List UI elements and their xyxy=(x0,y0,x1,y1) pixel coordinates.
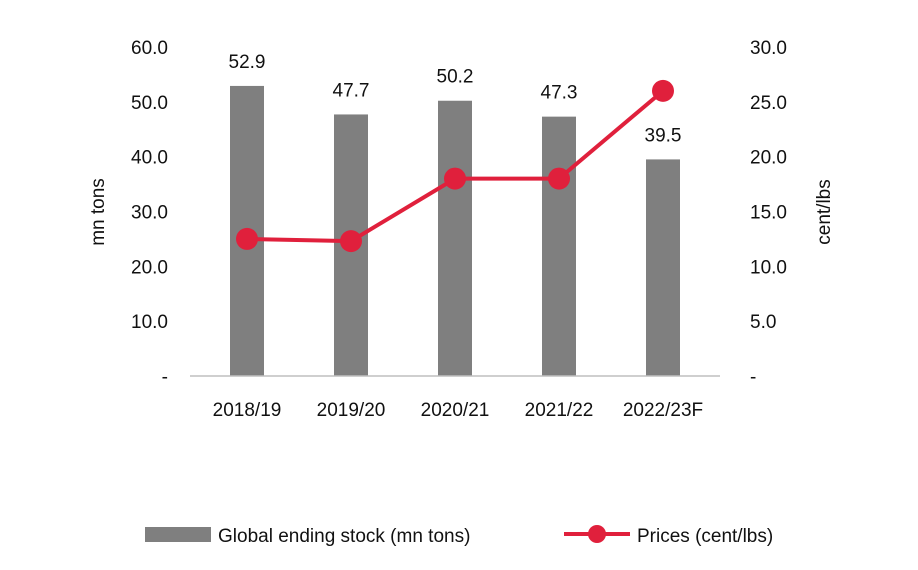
legend: Global ending stock (mn tons) Prices (ce… xyxy=(145,525,773,547)
price-point xyxy=(652,79,674,102)
price-point xyxy=(444,167,466,190)
bar-data-label: 39.5 xyxy=(645,125,682,146)
right-tick-label: 30.0 xyxy=(750,38,787,59)
left-tick-label: 50.0 xyxy=(131,93,168,114)
x-axis-ticks: 2018/19 2019/20 2020/21 2021/22 2022/23F xyxy=(213,400,703,421)
left-tick-label: 60.0 xyxy=(131,38,168,59)
x-tick-label: 2022/23F xyxy=(623,400,703,421)
bar-series xyxy=(230,85,680,376)
price-point xyxy=(236,227,258,250)
right-tick-label: 5.0 xyxy=(750,312,776,333)
bar-data-label: 50.2 xyxy=(437,67,474,88)
right-tick-label: 25.0 xyxy=(750,93,787,114)
right-tick-label: 20.0 xyxy=(750,148,787,169)
legend-bar-swatch xyxy=(145,527,211,542)
bar xyxy=(646,159,680,376)
left-tick-label: - xyxy=(162,367,168,388)
bar-data-label: 47.7 xyxy=(333,80,370,101)
left-tick-label: 20.0 xyxy=(131,257,168,278)
left-tick-label: 40.0 xyxy=(131,148,168,169)
x-tick-label: 2021/22 xyxy=(525,400,594,421)
left-tick-label: 30.0 xyxy=(131,203,168,224)
right-tick-label: 15.0 xyxy=(750,203,787,224)
bar xyxy=(438,100,472,376)
right-tick-label: 10.0 xyxy=(750,257,787,278)
legend-line-label: Prices (cent/lbs) xyxy=(637,526,773,547)
x-tick-label: 2018/19 xyxy=(213,400,282,421)
price-line-series xyxy=(236,79,674,253)
right-axis-title: cent/lbs xyxy=(814,179,835,244)
legend-line-marker xyxy=(588,525,606,543)
bar-data-labels: 52.9 47.7 50.2 47.3 39.5 xyxy=(229,52,682,146)
right-tick-label: - xyxy=(750,367,756,388)
x-tick-label: 2020/21 xyxy=(421,400,490,421)
bar-data-label: 52.9 xyxy=(229,52,266,73)
bar-data-label: 47.3 xyxy=(541,83,578,104)
price-point xyxy=(340,230,362,253)
left-axis-ticks: - 10.0 20.0 30.0 40.0 50.0 60.0 xyxy=(131,38,168,388)
x-tick-label: 2019/20 xyxy=(317,400,386,421)
left-tick-label: 10.0 xyxy=(131,312,168,333)
right-axis-ticks: - 5.0 10.0 15.0 20.0 25.0 30.0 xyxy=(750,38,787,388)
left-axis-title: mn tons xyxy=(88,178,109,246)
price-point xyxy=(548,167,570,190)
legend-bar-label: Global ending stock (mn tons) xyxy=(218,526,470,547)
bar xyxy=(542,116,576,376)
